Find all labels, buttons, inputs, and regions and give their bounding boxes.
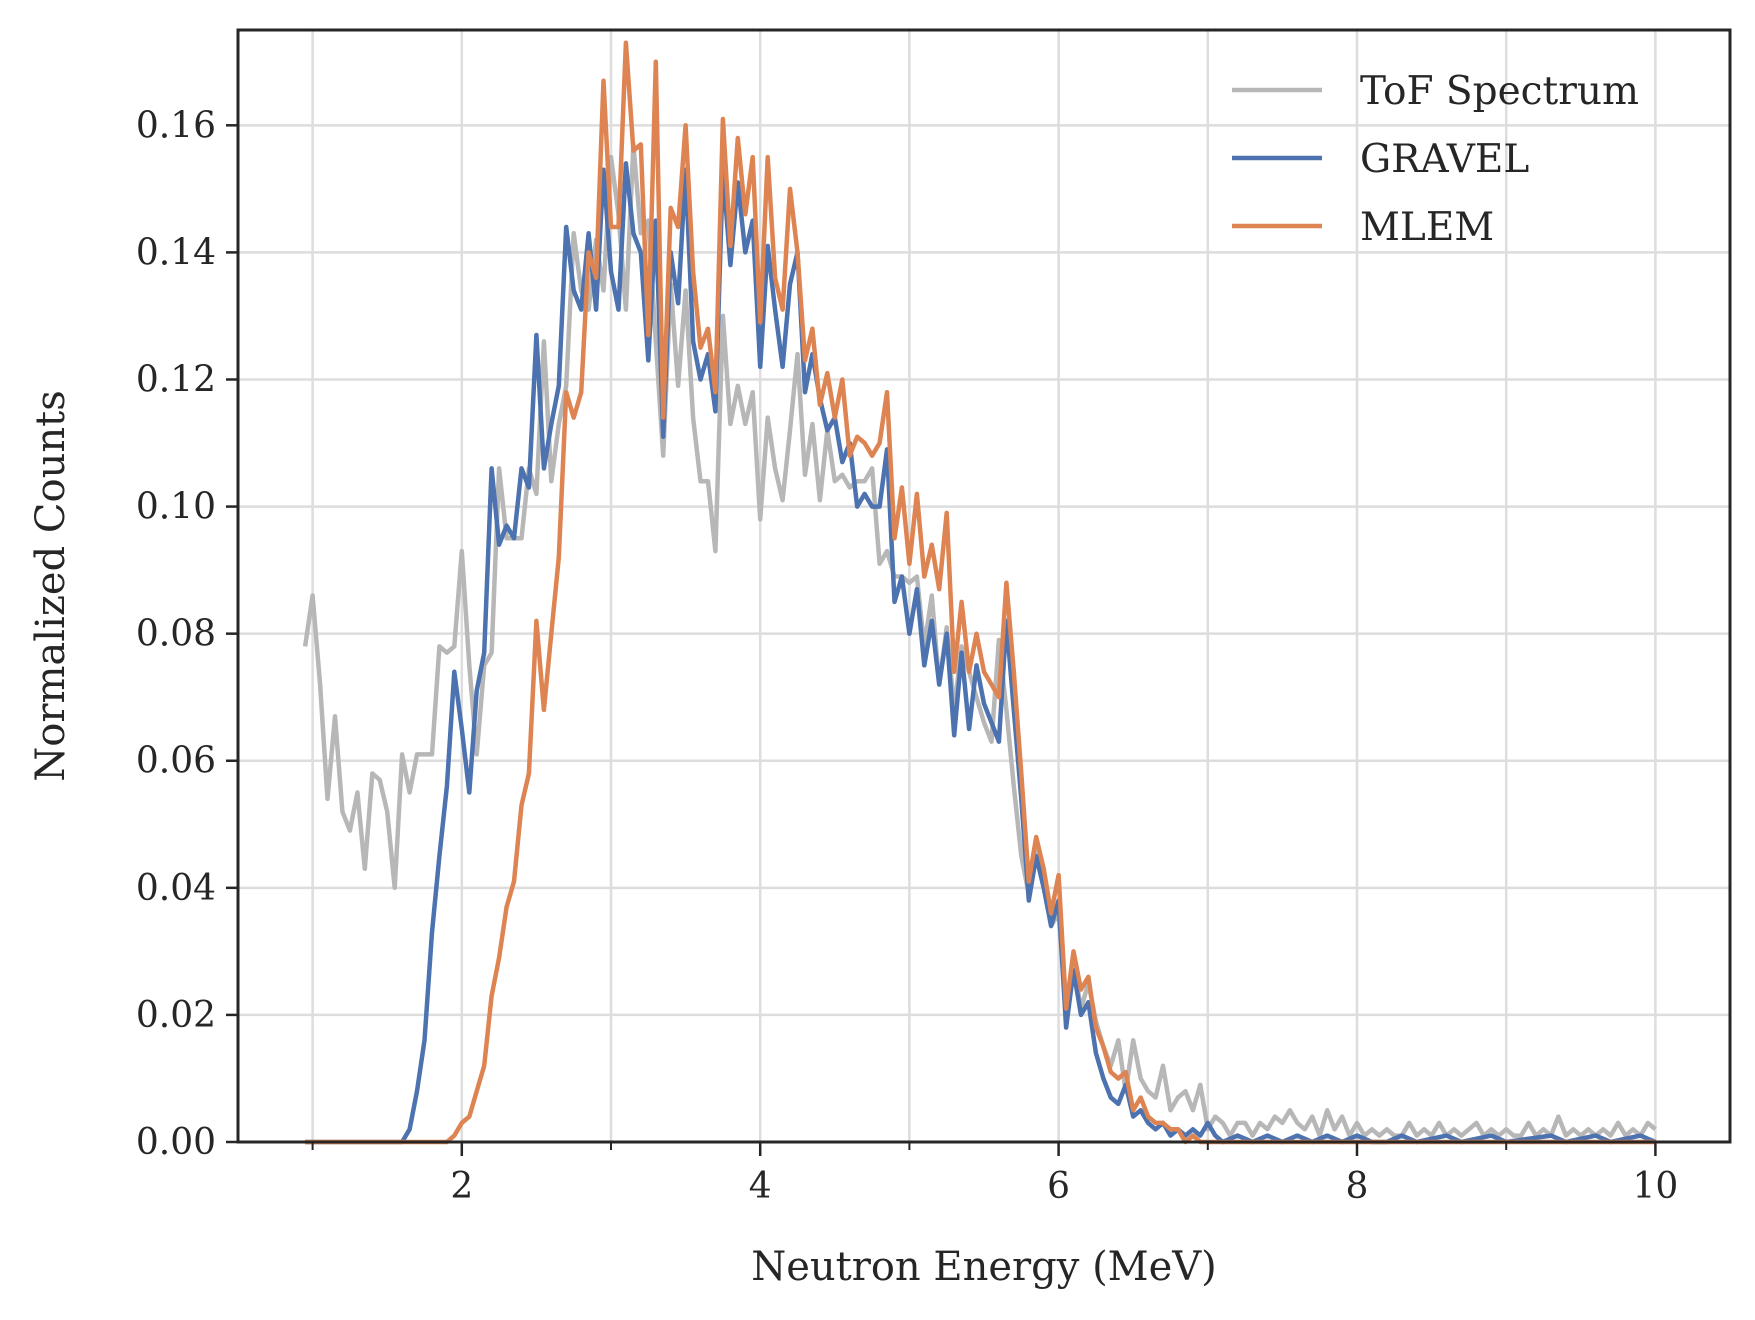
y-tick-label: 0.00: [136, 1122, 216, 1163]
y-tick-label: 0.12: [136, 359, 216, 400]
x-tick-label: 10: [1632, 1166, 1678, 1207]
plot-frame: [236, 28, 1732, 1144]
x-tick-label: 4: [749, 1166, 772, 1207]
y-tick-label: 0.14: [136, 232, 216, 273]
x-tick-label: 6: [1047, 1166, 1070, 1207]
series-line-gravel: [305, 161, 1657, 1145]
y-tick-label: 0.16: [136, 105, 216, 146]
x-tick-label: 8: [1346, 1166, 1369, 1207]
y-tick-label: 0.06: [136, 741, 216, 782]
legend-label-tof-spectrum: ToF Spectrum: [1360, 69, 1639, 114]
y-tick-label: 0.08: [136, 614, 216, 655]
axis-ticks: 0.00 0.02 0.04 0.06 0.08 0.10 0.12 0.14 0.16 2 4 6 8…: [136, 105, 1678, 1207]
legend-label-gravel: GRAVEL: [1360, 137, 1529, 182]
y-tick-label: 0.10: [136, 487, 216, 528]
y-axis-title: Normalized Counts: [28, 390, 74, 781]
series-line-mlem: [305, 40, 1656, 1145]
legend-label-mlem: MLEM: [1360, 205, 1494, 250]
legend: ToF Spectrum GRAVEL MLEM: [1232, 69, 1639, 250]
x-tick-label: 2: [450, 1166, 473, 1207]
y-tick-label: 0.04: [136, 868, 216, 909]
y-tick-label: 0.02: [136, 995, 216, 1036]
series-lines: [302, 40, 1657, 1145]
x-axis-title: Neutron Energy (MeV): [751, 1244, 1217, 1290]
